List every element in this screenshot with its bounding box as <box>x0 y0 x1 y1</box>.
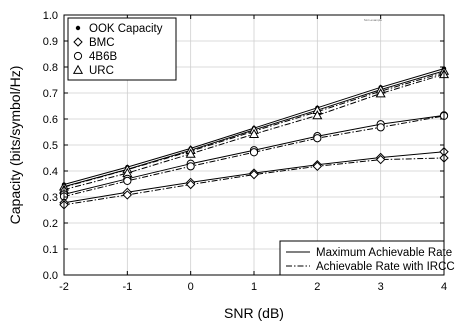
x-tick-label: 2 <box>314 281 320 293</box>
data-point <box>122 190 133 200</box>
legend-marker-dot <box>75 25 81 31</box>
data-point <box>312 161 323 172</box>
legend-label: Achievable Rate with IRCC <box>316 261 455 273</box>
series-layer <box>58 65 450 210</box>
x-tick-label: 3 <box>378 281 384 293</box>
data-point <box>313 134 322 143</box>
y-tick-label: 0.9 <box>43 36 58 48</box>
grid <box>64 15 444 275</box>
y-tick-label: 1.0 <box>43 10 58 22</box>
y-tick-labels: 0.0 0.1 0.2 0.3 0.4 0.5 0.6 0.7 0.8 0.9 1.0 <box>43 10 58 282</box>
x-tick-label: -1 <box>122 281 132 293</box>
marker-legend-box <box>67 17 177 81</box>
legend-label: URC <box>89 65 114 77</box>
line-legend-box <box>279 240 445 276</box>
data-point <box>248 128 260 138</box>
legend-label: Maximum Achievable Rate <box>316 247 452 259</box>
x-tick-labels: -2 -1 0 1 2 3 4 <box>59 281 447 293</box>
x-tick-label: 1 <box>251 281 257 293</box>
marker-legend: OOK Capacity BMC 4B6B URC <box>67 17 177 81</box>
data-point <box>186 162 195 171</box>
legend-marker-triangle <box>72 64 84 74</box>
legend-label: BMC <box>89 37 115 49</box>
y-tick-label: 0.1 <box>43 244 58 256</box>
y-tick-label: 0.3 <box>43 192 58 204</box>
y-tick-label: 0.8 <box>43 62 58 74</box>
data-point <box>185 148 196 158</box>
y-tick-label: 0.0 <box>43 270 58 282</box>
line-legend: Maximum Achievable Rate Achievable Rate w… <box>279 240 455 276</box>
data-point <box>185 179 196 190</box>
legend-marker-diamond <box>73 37 83 47</box>
series-triangle-dashdot <box>58 69 450 194</box>
y-axis-title: Capacity (bits/symbol/Hz) <box>7 66 23 225</box>
data-point <box>312 110 323 120</box>
data-point <box>375 88 386 98</box>
x-tick-label: 4 <box>441 281 447 293</box>
y-tick-label: 0.6 <box>43 114 58 126</box>
legend-label: OOK Capacity <box>89 23 163 35</box>
x-axis-title: SNR (dB) <box>224 305 284 321</box>
legend-label: 4B6B <box>89 51 117 63</box>
data-point <box>376 123 385 132</box>
series-diamond-dashdot <box>59 153 449 210</box>
data-point <box>249 169 259 180</box>
y-tick-label: 0.4 <box>43 166 58 178</box>
data-point <box>249 148 259 157</box>
y-tick-label: 0.7 <box>43 88 58 100</box>
data-point <box>123 176 132 185</box>
data-point <box>375 154 386 165</box>
legend-marker-circle <box>73 51 83 61</box>
y-tick-label: 0.2 <box>43 218 58 230</box>
x-tick-label: -2 <box>59 281 69 293</box>
x-tick-label: 0 <box>188 281 194 293</box>
y-tick-label: 0.5 <box>43 140 58 152</box>
corner-note: SLC-example <box>364 18 383 22</box>
